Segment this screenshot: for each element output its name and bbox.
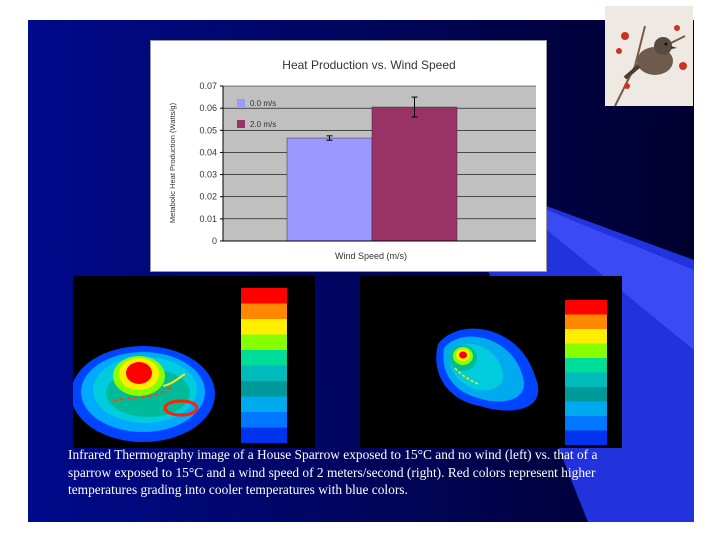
thermography-no-wind-image	[71, 288, 287, 443]
y-tick-label: 0.04	[199, 147, 217, 157]
scale-segment	[241, 396, 287, 412]
scale-segment	[241, 381, 287, 397]
thermography-wind-image	[436, 300, 607, 445]
chart-title: Heat Production vs. Wind Speed	[282, 58, 455, 72]
thermography-wind	[360, 276, 622, 448]
y-tick-label: 0.02	[199, 192, 217, 202]
sparrow-photo-icon	[605, 6, 693, 106]
bars	[286, 96, 458, 242]
scale-segment	[241, 365, 287, 381]
temperature-scale-left	[241, 288, 287, 443]
legend-swatch-0	[237, 99, 245, 107]
scale-segment	[565, 343, 607, 358]
y-tick-label: 0.01	[199, 214, 217, 224]
scale-segment	[565, 387, 607, 402]
y-axis-label: Metabolic Heat Production (Watts/g)	[168, 102, 177, 223]
heat-production-chart: 0 0.01 0.02 0.03 0.04 0.05 0.06 0.07 Heat Produ…	[150, 40, 547, 272]
thermography-no-wind	[71, 276, 315, 448]
y-tick-label: 0.06	[199, 103, 217, 113]
caption-line-1: Infrared Thermography image of a House S…	[68, 447, 598, 462]
caption-line-3: temperatures grading into cooler tempera…	[68, 482, 408, 497]
accent-stripe-highlight	[498, 190, 694, 350]
scale-segment	[565, 314, 607, 329]
scale-segment	[241, 319, 287, 335]
scale-segment	[565, 300, 607, 315]
scale-segment	[565, 329, 607, 344]
scale-segment	[565, 416, 607, 431]
scale-segment	[241, 334, 287, 350]
temperature-scale-right	[565, 300, 607, 445]
chart-svg: 0 0.01 0.02 0.03 0.04 0.05 0.06 0.07 Heat Produ…	[168, 58, 536, 261]
legend-label-1: 2.0 m/s	[250, 120, 276, 129]
x-axis-label: Wind Speed (m/s)	[335, 251, 407, 261]
legend-swatch-1	[237, 120, 245, 128]
y-tick-label: 0.05	[199, 125, 217, 135]
scale-segment	[565, 430, 607, 445]
scale-segment	[241, 412, 287, 428]
legend: 0.0 m/s 2.0 m/s	[237, 99, 276, 129]
sparrow-heat-blob-left	[71, 346, 215, 442]
y-axis-ticks: 0 0.01 0.02 0.03 0.04 0.05 0.06 0.07	[199, 81, 223, 246]
scale-segment	[565, 372, 607, 387]
y-tick-label: 0.07	[199, 81, 217, 91]
caption-line-2: sparrow exposed to 15°C and a wind speed…	[68, 464, 596, 480]
scale-segment	[241, 350, 287, 366]
scale-segment	[241, 288, 287, 304]
scale-segment	[565, 401, 607, 416]
sparrow-heat-blob-right	[436, 328, 539, 411]
bar-0	[286, 137, 373, 242]
bar-1	[371, 106, 458, 242]
legend-label-0: 0.0 m/s	[250, 99, 276, 108]
scale-segment	[241, 303, 287, 319]
scale-segment	[241, 427, 287, 443]
y-tick-label: 0.03	[199, 170, 217, 180]
y-tick-label: 0	[212, 236, 217, 246]
scale-segment	[565, 358, 607, 373]
figure-caption: Infrared Thermography image of a House S…	[68, 446, 668, 499]
